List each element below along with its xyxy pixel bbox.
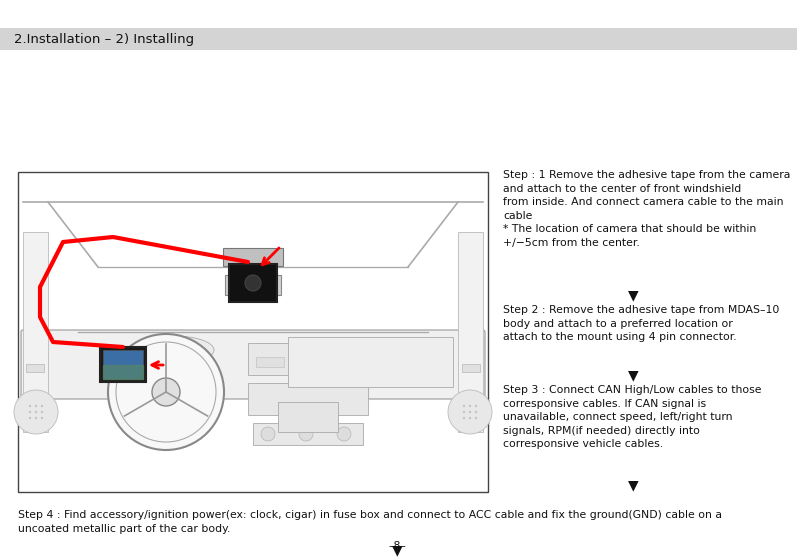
Text: ▼: ▼ xyxy=(628,478,638,492)
Bar xyxy=(223,248,283,266)
Circle shape xyxy=(475,417,477,419)
Text: Step 4 : Find accessory/ignition power(ex: clock, cigar) in fuse box and connect: Step 4 : Find accessory/ignition power(e… xyxy=(18,510,722,534)
Circle shape xyxy=(41,417,43,419)
Circle shape xyxy=(35,405,37,407)
Bar xyxy=(18,172,488,492)
Text: ▼: ▼ xyxy=(628,288,638,302)
Bar xyxy=(462,364,480,372)
Circle shape xyxy=(14,390,58,434)
FancyBboxPatch shape xyxy=(21,330,485,399)
Bar xyxy=(26,364,44,372)
Bar xyxy=(100,347,146,382)
Bar xyxy=(146,409,160,427)
Bar xyxy=(103,350,143,379)
Text: ▼: ▼ xyxy=(628,368,638,382)
Bar xyxy=(0,28,797,50)
Text: Step 2 : Remove the adhesive tape from MDAS–10
body and attach to a preferred lo: Step 2 : Remove the adhesive tape from M… xyxy=(503,305,779,342)
Text: Step : 1 Remove the adhesive tape from the camera
and attach to the center of fr: Step : 1 Remove the adhesive tape from t… xyxy=(503,170,791,248)
Bar xyxy=(253,423,363,445)
Circle shape xyxy=(337,427,351,441)
Circle shape xyxy=(35,417,37,419)
Circle shape xyxy=(35,411,37,413)
Circle shape xyxy=(29,417,31,419)
Circle shape xyxy=(152,378,180,406)
Bar xyxy=(278,402,338,432)
Text: –8–: –8– xyxy=(388,541,406,551)
Circle shape xyxy=(463,411,465,413)
Text: ▼: ▼ xyxy=(391,543,402,557)
Circle shape xyxy=(463,405,465,407)
Bar xyxy=(23,232,48,432)
Circle shape xyxy=(475,411,477,413)
Bar xyxy=(326,357,354,367)
Bar xyxy=(229,264,277,302)
Circle shape xyxy=(469,417,471,419)
Circle shape xyxy=(41,411,43,413)
Bar xyxy=(188,409,198,427)
Circle shape xyxy=(299,427,313,441)
Text: 2.Installation – 2) Installing: 2.Installation – 2) Installing xyxy=(14,32,194,45)
Circle shape xyxy=(29,411,31,413)
Bar xyxy=(248,383,368,415)
Bar xyxy=(291,357,319,367)
Text: Step 3 : Connect CAN High/Low cables to those
corresponsive cables. If CAN signa: Step 3 : Connect CAN High/Low cables to … xyxy=(503,385,761,449)
Ellipse shape xyxy=(134,336,214,364)
Bar xyxy=(256,357,284,367)
Circle shape xyxy=(245,275,261,291)
Circle shape xyxy=(448,390,492,434)
Circle shape xyxy=(469,411,471,413)
Circle shape xyxy=(29,405,31,407)
Bar xyxy=(171,409,181,427)
Bar xyxy=(288,337,453,387)
Bar xyxy=(248,343,368,375)
Bar xyxy=(225,275,281,295)
Circle shape xyxy=(41,405,43,407)
Circle shape xyxy=(469,405,471,407)
Circle shape xyxy=(108,334,224,450)
Circle shape xyxy=(475,405,477,407)
Circle shape xyxy=(463,417,465,419)
Bar xyxy=(458,232,483,432)
Circle shape xyxy=(261,427,275,441)
